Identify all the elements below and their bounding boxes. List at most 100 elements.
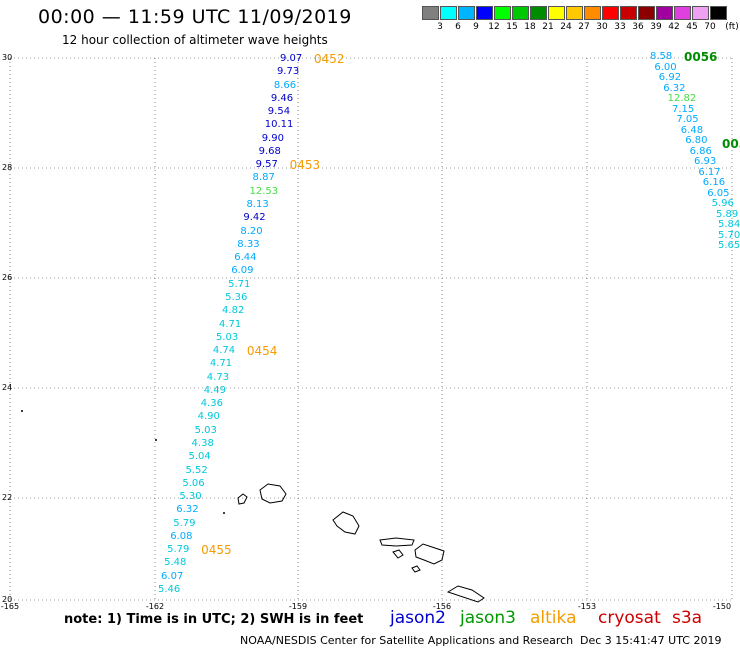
- latitude-label: 24: [2, 383, 13, 392]
- island-hawaii: [446, 585, 485, 603]
- wave-height-reading: 5.03: [194, 424, 217, 436]
- chart-subtitle: 12 hour collection of altimeter wave hei…: [62, 33, 328, 47]
- wave-height-reading: 6.80: [685, 135, 708, 146]
- wave-height-reading: 5.84: [718, 219, 740, 230]
- legend-item-altika: altika: [530, 608, 577, 628]
- wave-height-reading: 5.79: [173, 517, 196, 529]
- color-scale-label: 21: [542, 22, 554, 32]
- island-molokai: [379, 537, 415, 547]
- color-swatch: [548, 6, 565, 20]
- wave-height-reading: 9.57: [255, 159, 278, 171]
- longitude-label: -165: [0, 602, 20, 611]
- wave-height-reading: 6.08: [170, 530, 193, 542]
- wave-height-reading: 5.70: [718, 229, 740, 241]
- wave-height-reading: 9.90: [261, 132, 284, 144]
- color-scale-unit: (ft): [725, 22, 739, 32]
- color-scale-label: 15: [506, 22, 518, 32]
- footer-note: note: 1) Time is in UTC; 2) SWH is in fe…: [64, 612, 364, 627]
- wave-height-reading: 5.65: [718, 240, 740, 251]
- wave-height-reading: 4.71: [209, 358, 233, 370]
- legend-item-cryosat: cryosat: [598, 608, 661, 628]
- color-swatch: [620, 6, 637, 20]
- color-scale-label: 9: [473, 22, 479, 32]
- color-swatch: [692, 6, 709, 20]
- island-lanai: [392, 549, 404, 559]
- color-swatch: [710, 6, 727, 20]
- color-swatch: [458, 6, 475, 20]
- wave-height-reading: 6.32: [176, 504, 199, 516]
- longitude-label: -162: [145, 602, 165, 611]
- color-swatch: [422, 6, 439, 20]
- wave-height-reading: 6.00: [654, 61, 677, 73]
- island-kahoolawe: [411, 565, 421, 573]
- color-swatch: [476, 6, 493, 20]
- pass-time-label: 0454: [246, 344, 278, 359]
- legend-item-jason3: jason3: [460, 608, 516, 628]
- wave-height-reading: 4.71: [219, 318, 242, 330]
- wave-height-reading: 6.92: [658, 72, 682, 83]
- pass-time-label: 0056: [684, 50, 718, 64]
- pass-time-label: 0455: [201, 543, 232, 558]
- pass-time-label: 0057: [722, 137, 740, 151]
- color-scale-label: 12: [488, 22, 500, 32]
- color-scale-label: 24: [560, 22, 572, 32]
- longitude-label: -150: [712, 602, 732, 611]
- color-swatch: [566, 6, 583, 20]
- island-maui: [414, 543, 445, 565]
- wave-height-reading: 6.16: [702, 177, 726, 188]
- legend-item-jason2: jason2: [390, 608, 446, 628]
- wave-height-reading: 7.15: [672, 103, 695, 115]
- wave-height-reading: 9.73: [276, 66, 300, 78]
- wave-height-reading: 9.68: [258, 145, 281, 157]
- latitude-label: 28: [2, 163, 13, 172]
- color-swatch: [656, 6, 673, 20]
- wave-height-reading: 6.07: [161, 570, 184, 582]
- wave-height-reading: 5.36: [225, 291, 248, 303]
- color-scale-label: 45: [686, 22, 698, 32]
- wave-height-reading: 4.36: [200, 398, 223, 410]
- color-scale-label: 33: [614, 22, 626, 32]
- wave-height-reading: 5.46: [158, 584, 181, 595]
- wave-height-reading: 5.06: [182, 477, 205, 489]
- wave-height-reading: 8.13: [246, 199, 269, 211]
- color-scale-label: 18: [524, 22, 536, 32]
- lat-lon-grid: [9, 57, 733, 601]
- color-swatch: [440, 6, 457, 20]
- wave-height-reading: 9.54: [267, 106, 291, 118]
- wave-height-reading: 8.20: [240, 225, 263, 237]
- color-swatch: [530, 6, 547, 20]
- island-niihau: [237, 493, 248, 505]
- hawaiian-islands: [237, 483, 485, 603]
- chart-title: 00:00 — 11:59 UTC 11/09/2019: [38, 6, 352, 28]
- color-swatch: [674, 6, 691, 20]
- wave-height-reading: 4.74: [212, 345, 236, 357]
- credit-line: NOAA/NESDIS Center for Satellite Applica…: [240, 634, 574, 647]
- wave-height-reading: 4.73: [206, 371, 230, 383]
- wave-height-reading: 6.44: [234, 252, 257, 264]
- longitude-label: -156: [432, 602, 452, 611]
- wave-height-reading: 10.11: [264, 119, 294, 131]
- color-scale-label: 30: [596, 22, 608, 32]
- legend-item-s3a: s3a: [672, 608, 703, 628]
- latitude-label: 30: [2, 53, 13, 62]
- color-scale-label: 42: [668, 22, 680, 32]
- color-scale-label: 6: [455, 22, 461, 32]
- latitude-label: 20: [2, 595, 13, 604]
- wave-height-reading: 5.04: [188, 451, 211, 463]
- wave-height-reading: 5.52: [185, 464, 208, 476]
- dot-marker: [223, 512, 225, 514]
- wave-height-reading: 4.82: [222, 305, 245, 317]
- wave-height-reading: 8.66: [273, 79, 297, 91]
- color-swatch: [602, 6, 619, 20]
- wave-height-reading: 5.79: [167, 544, 190, 556]
- color-swatch: [638, 6, 655, 20]
- longitude-label: -153: [577, 602, 597, 611]
- wave-height-reading: 6.09: [231, 265, 254, 277]
- dot-marker: [21, 410, 23, 412]
- island-oahu: [332, 511, 360, 535]
- wave-height-reading: 4.38: [191, 437, 214, 449]
- wave-height-reading: 9.07: [280, 53, 303, 64]
- pass-time-label: 0452: [314, 52, 345, 66]
- wave-height-reading: 5.03: [215, 331, 239, 343]
